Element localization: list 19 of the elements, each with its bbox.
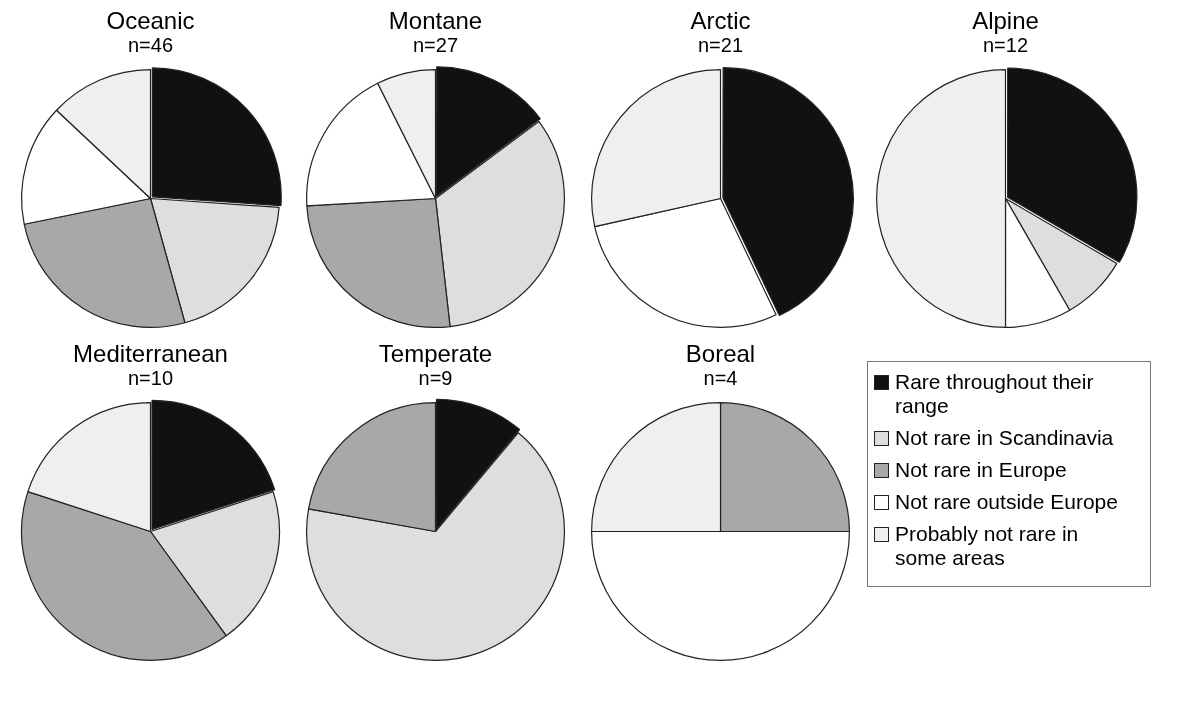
legend-label: Not rare in Scandinavia [895, 426, 1115, 450]
chart-subtitle: n=46 [126, 34, 175, 56]
legend-label: Not rare in Europe [895, 458, 1068, 482]
legend-label: Probably not rare in some areas [895, 522, 1080, 570]
chart-title: Montane [387, 7, 484, 34]
chart-title: Mediterranean [72, 340, 229, 367]
chart-title: Temperate [377, 340, 494, 367]
chart-subtitle: n=21 [696, 34, 745, 56]
chart-subtitle: n=27 [411, 34, 460, 56]
chart-subtitle: n=4 [702, 367, 739, 389]
chart-title: Boreal [684, 340, 757, 367]
chart-subtitle: n=10 [126, 367, 175, 389]
chart-title: Oceanic [105, 7, 196, 34]
chart-subtitle: n=9 [417, 367, 454, 389]
legend-label: Not rare outside Europe [895, 490, 1119, 514]
chart-subtitle: n=12 [981, 34, 1030, 56]
chart-title: Arctic [689, 7, 752, 34]
legend-label: Rare throughout their range [895, 370, 1095, 418]
chart-title: Alpine [971, 7, 1040, 34]
